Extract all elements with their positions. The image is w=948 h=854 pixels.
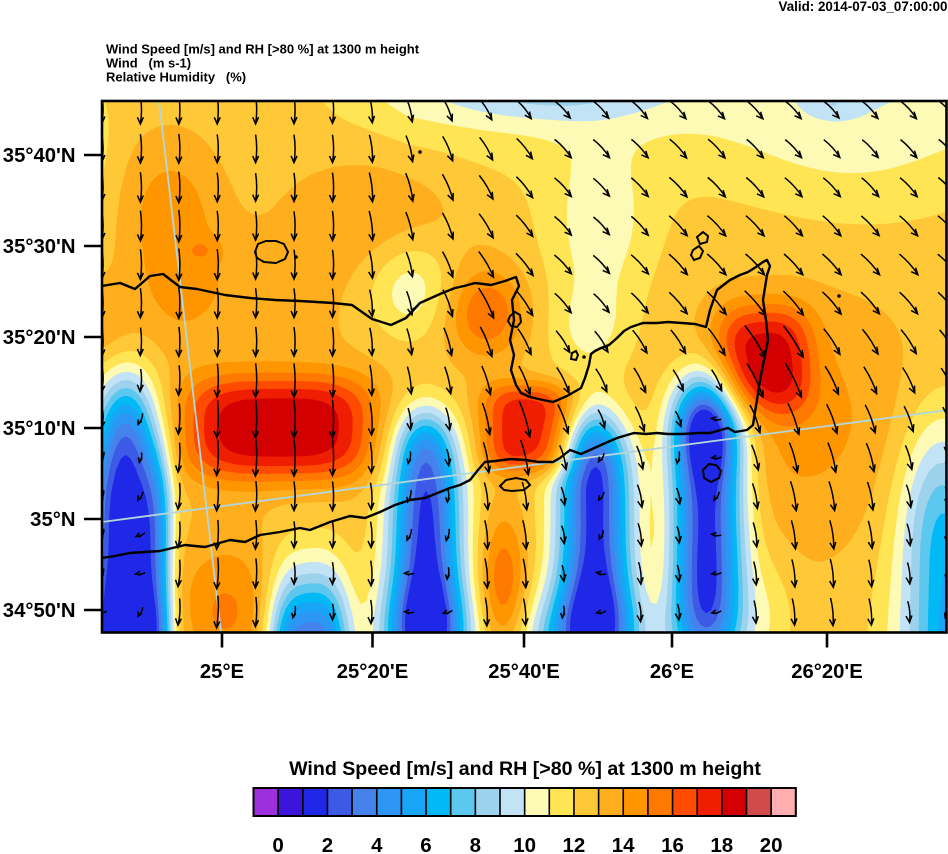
svg-text:Wind Speed [m/s] and RH [>80 %: Wind Speed [m/s] and RH [>80 %] at 1300 … <box>106 42 420 57</box>
svg-text:8: 8 <box>470 834 481 854</box>
svg-text:26°E: 26°E <box>650 661 694 683</box>
svg-text:35°40'N: 35°40'N <box>3 145 76 167</box>
svg-text:Valid: 2014-07-03_07:00:00: Valid: 2014-07-03_07:00:00 <box>779 0 948 14</box>
svg-text:0: 0 <box>272 834 283 854</box>
svg-text:14: 14 <box>612 834 635 854</box>
svg-text:18: 18 <box>710 834 733 854</box>
svg-text:25°20'E: 25°20'E <box>337 661 409 683</box>
svg-text:Relative Humidity (%): Relative Humidity (%) <box>106 70 246 85</box>
svg-text:16: 16 <box>661 834 684 854</box>
svg-text:12: 12 <box>562 834 585 854</box>
svg-text:26°20'E: 26°20'E <box>791 661 863 683</box>
svg-text:Wind Speed [m/s] and RH [>80 %: Wind Speed [m/s] and RH [>80 %] at 1300 … <box>289 758 761 780</box>
svg-text:20: 20 <box>760 834 783 854</box>
svg-text:4: 4 <box>371 834 383 854</box>
svg-text:25°40'E: 25°40'E <box>488 661 560 683</box>
svg-text:10: 10 <box>513 834 536 854</box>
svg-text:35°20'N: 35°20'N <box>3 327 76 349</box>
svg-text:35°N: 35°N <box>30 509 75 531</box>
svg-text:25°E: 25°E <box>200 661 244 683</box>
svg-text:34°50'N: 34°50'N <box>3 600 76 622</box>
svg-text:35°10'N: 35°10'N <box>3 418 76 440</box>
svg-text:2: 2 <box>322 834 333 854</box>
svg-text:6: 6 <box>420 834 431 854</box>
svg-text:35°30'N: 35°30'N <box>3 236 76 258</box>
svg-text:Wind (m s-1): Wind (m s-1) <box>106 56 191 71</box>
